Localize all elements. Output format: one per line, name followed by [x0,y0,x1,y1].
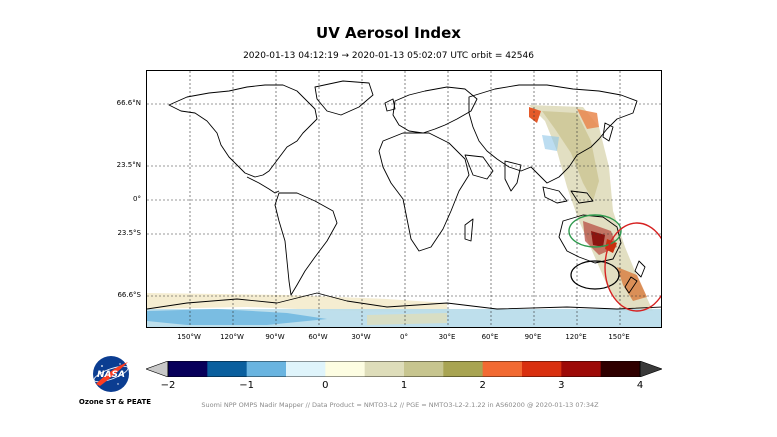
colorbar-segment [482,361,523,377]
black-highlight-ellipse [570,260,620,290]
coastlines [147,80,661,310]
colorbar-tick-label: −2 [160,380,176,391]
colorbar-under-arrow [146,361,169,377]
nasa-logo: NASA [93,356,129,392]
colorbar-tick-label: 2 [479,380,486,391]
colorbar-tick-label: 1 [400,380,408,391]
green-highlight-ellipse [568,214,622,248]
lon-label-60e: 60°E [481,333,499,341]
colorbar-tick-label: 3 [558,380,565,391]
colorbar-segment [443,361,484,377]
lat-label-23s: 23.5°S [117,229,141,237]
lon-label-0: 0° [400,333,408,341]
colorbar-segment [325,361,366,377]
colorbar-segment [286,361,326,377]
colorbar-segment [168,361,208,377]
red-highlight-ellipse [604,222,661,312]
colorbar-segment [600,361,641,377]
colorbar-segment [404,361,444,377]
chart-subtitle: 2020-01-13 04:12:19 → 2020-01-13 05:02:0… [243,51,534,61]
lon-label-120w: 120°W [220,333,244,341]
colorbar-segment [522,361,562,377]
colorbar-tick-label: −1 [239,380,255,391]
lon-label-150w: 150°W [177,333,201,341]
colorbar-border [167,361,641,377]
org-label: Ozone ST & PEATE [78,398,152,406]
aerosol-swath [147,105,661,327]
lon-label-60w: 60°W [308,333,328,341]
colorbar-segment [246,361,287,377]
colorbar [146,361,662,377]
colorbar-over-arrow [639,361,662,377]
lon-label-150e: 150°E [608,333,630,341]
lat-label-equator: 0° [133,195,141,203]
lat-label-66n: 66.6°N [116,99,141,107]
colorbar-segment [207,361,248,377]
footer-metadata: Suomi NPP OMPS Nadir Mapper // Data Prod… [201,401,599,409]
colorbar-tick-label: 0 [322,380,329,391]
colorbar-segment [561,361,602,377]
lon-label-30w: 30°W [351,333,371,341]
svg-text:NASA: NASA [97,370,125,380]
lon-label-90w: 90°W [265,333,285,341]
colorbar-tick-label: 4 [636,380,644,391]
world-map [146,70,662,328]
chart-title: UV Aerosol Index [316,24,461,42]
lon-label-120e: 120°E [565,333,587,341]
lon-label-30e: 30°E [438,333,456,341]
lat-label-66s: 66.6°S [117,291,141,299]
lon-label-90e: 90°E [524,333,542,341]
lat-label-23n: 23.5°N [116,161,141,169]
map-canvas [147,71,661,327]
colorbar-segment [364,361,405,377]
